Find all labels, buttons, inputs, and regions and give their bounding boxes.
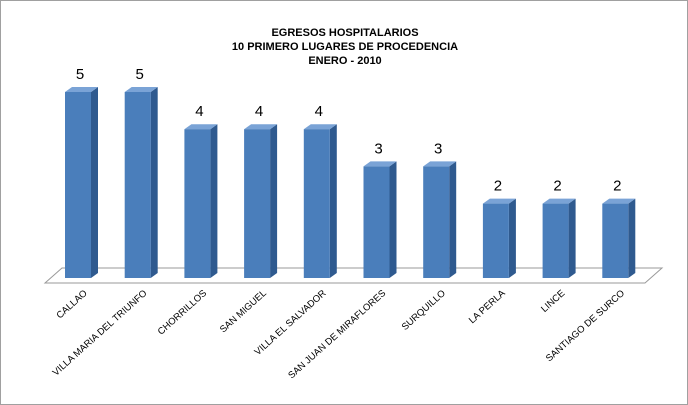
bar-top	[244, 124, 278, 130]
chart-title: ENERO - 2010	[308, 55, 381, 67]
bar-side	[628, 198, 636, 278]
bar-side	[568, 198, 576, 278]
bar-top	[602, 198, 636, 204]
bar-side	[449, 161, 457, 278]
bar	[184, 129, 211, 278]
chart-title: 10 PRIMERO LUGARES DE PROCEDENCIA	[232, 41, 458, 53]
bar-top	[363, 161, 397, 167]
bar	[423, 166, 450, 278]
bar	[542, 203, 569, 278]
bar-top	[542, 198, 576, 204]
value-label: 5	[136, 66, 144, 83]
bar-top	[184, 124, 218, 130]
value-label: 4	[315, 103, 323, 120]
bar-side	[150, 87, 158, 278]
bar-top	[303, 124, 337, 130]
bar-side	[329, 124, 337, 278]
bar-side	[270, 124, 278, 278]
value-label: 2	[613, 178, 621, 195]
bar	[65, 92, 91, 278]
bar-top	[423, 161, 457, 167]
bar-top	[65, 87, 98, 92]
value-label: 3	[434, 140, 442, 157]
bar	[482, 203, 509, 278]
bar	[124, 92, 151, 278]
bar	[602, 203, 629, 278]
value-label: 4	[255, 103, 263, 120]
bar	[303, 129, 330, 278]
value-label: 2	[553, 178, 561, 195]
value-label: 5	[76, 66, 84, 83]
bar	[244, 129, 271, 278]
bar-side	[91, 87, 98, 278]
chart-title: EGRESOS HOSPITALARIOS	[271, 27, 418, 39]
bar-side	[508, 198, 516, 278]
value-label: 4	[195, 103, 203, 120]
bar-top	[482, 198, 516, 204]
bar-side	[210, 124, 218, 278]
bar	[363, 166, 390, 278]
value-label: 3	[374, 140, 382, 157]
bar-side	[389, 161, 397, 278]
value-label: 2	[494, 178, 502, 195]
bar-top	[124, 87, 158, 92]
floor	[43, 267, 664, 284]
